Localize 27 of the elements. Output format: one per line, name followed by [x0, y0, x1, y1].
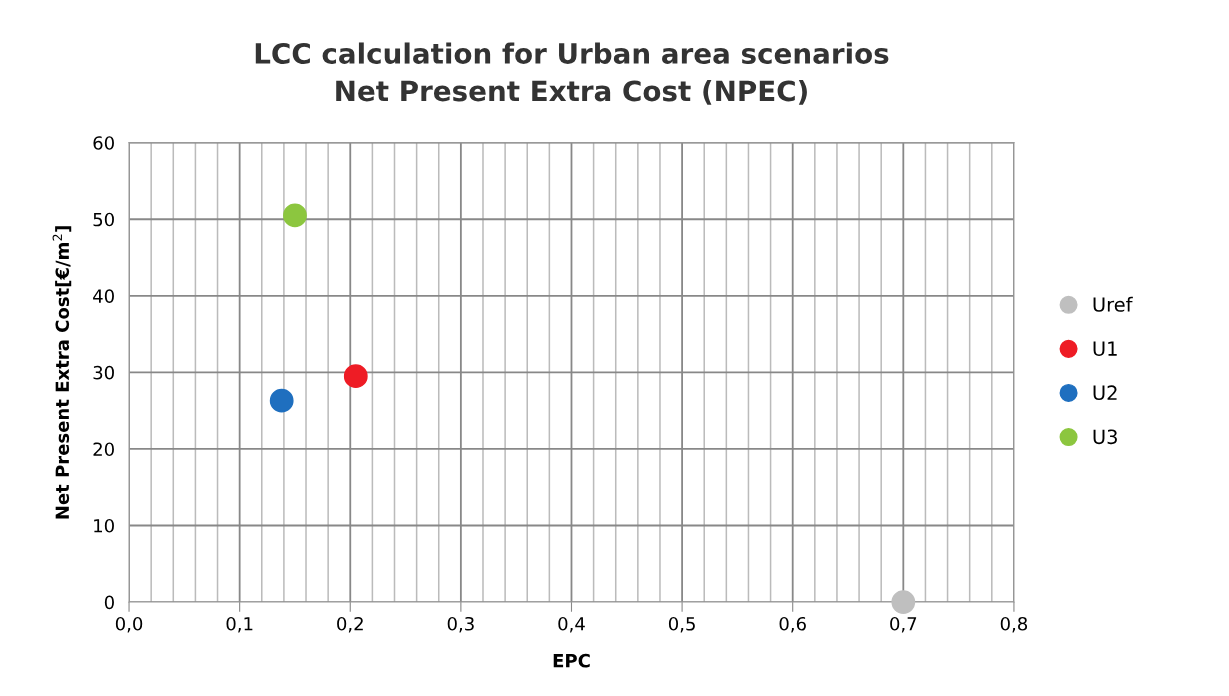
x-axis-title: EPC [553, 653, 590, 668]
point [269, 388, 294, 413]
point [343, 364, 368, 389]
legend-label: U1 [1093, 341, 1117, 356]
y-tick-label: 60 [93, 136, 114, 150]
point [283, 203, 307, 228]
x-tick-label: 0,5 [668, 616, 695, 633]
x-tick-label: 0,2 [337, 616, 363, 633]
y-axis-title: Net Present Extra Cost[€/m$^{2}$] [52, 226, 72, 519]
y-tick-label: 20 [93, 442, 114, 457]
legend-label: U2 [1093, 385, 1117, 401]
y-tick-label: 10 [94, 518, 114, 533]
y-tick-label: 30 [93, 365, 114, 380]
y-tick-label: 40 [93, 289, 114, 303]
legend-label: U3 [1093, 429, 1117, 445]
x-tick-label: 0,8 [1000, 616, 1028, 633]
x-tick-label: 0,6 [779, 616, 806, 633]
x-tick-label: 0,3 [447, 616, 474, 633]
y-tick-label: 0 [104, 595, 114, 610]
y-tick-label: 50 [93, 212, 114, 227]
x-tick-label: 0,0 [115, 616, 143, 633]
legend-label: Uref [1093, 296, 1133, 312]
x-tick-label: 0,4 [558, 616, 585, 633]
point [891, 590, 916, 614]
chart-title: LCC calculation for Urban area scenarios Net Present Extra Cost (NPEC) [255, 42, 889, 105]
x-tick-label: 0,1 [226, 616, 253, 633]
x-tick-label: 0,7 [890, 616, 917, 633]
